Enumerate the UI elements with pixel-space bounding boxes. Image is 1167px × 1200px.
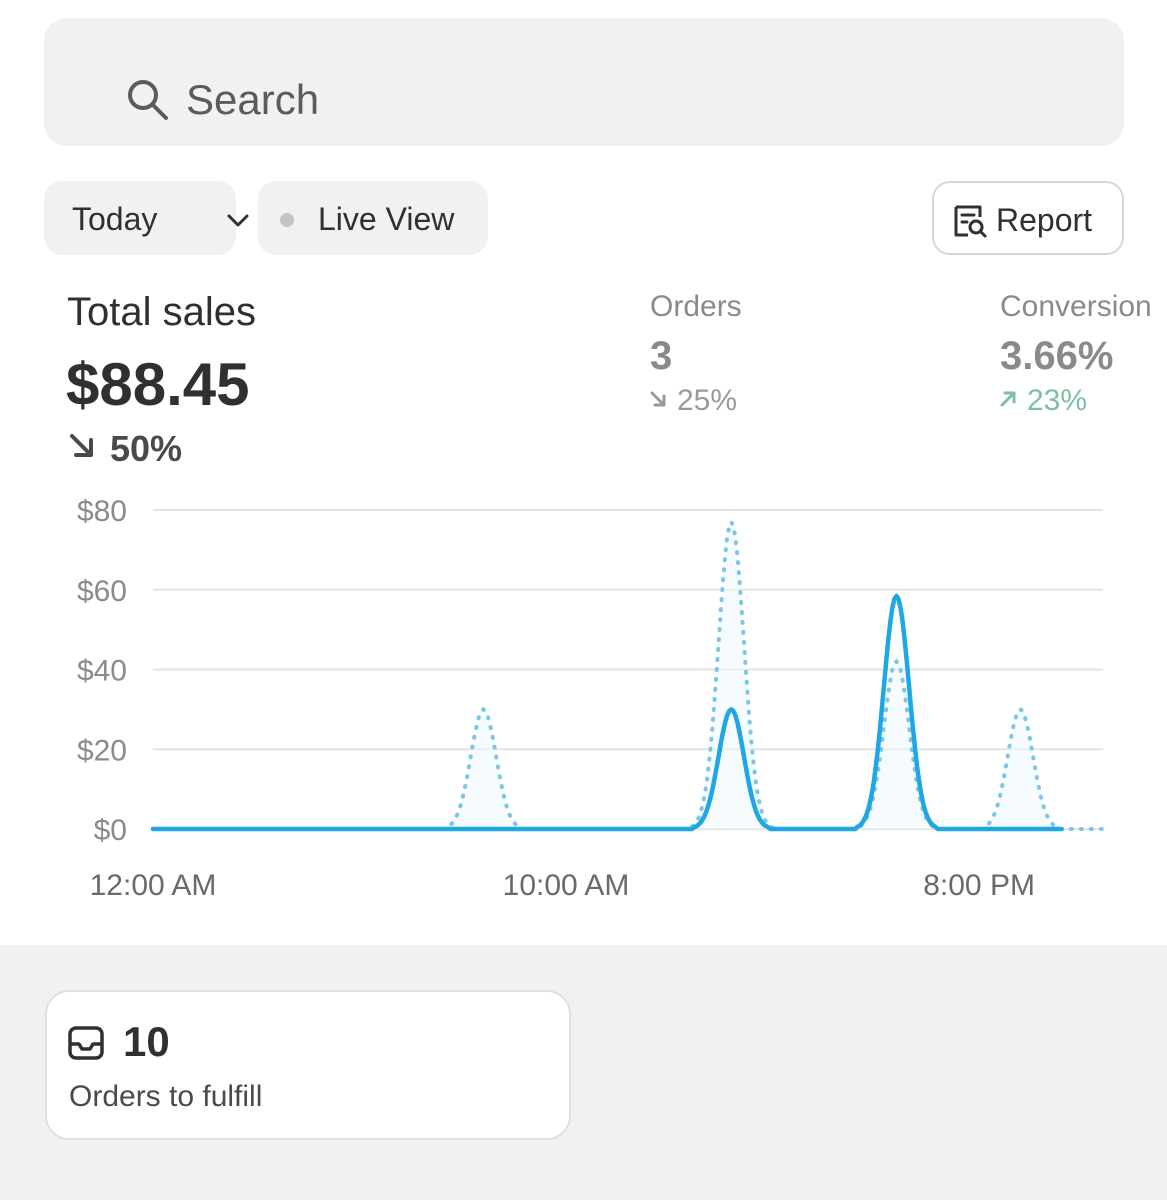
conversion-value: 3.66% [1000,334,1114,378]
conversion-title: Conversion [1000,290,1152,323]
comparison-area [153,522,1103,829]
live-view-button[interactable]: Live View [258,181,488,255]
report-button[interactable]: Report [932,181,1124,255]
arrow-up-right-icon [1000,391,1016,407]
total-sales-change: 50% [110,428,183,469]
date-range-label: Today [72,201,158,237]
search-bar[interactable]: Search [44,18,1124,146]
arrow-down-right-icon [70,434,93,457]
y-tick-label: $0 [94,814,127,847]
search-input[interactable]: Search [186,76,320,123]
orders-to-fulfill-count: 10 [123,1018,170,1065]
x-tick-label: 8:00 PM [923,869,1035,902]
y-tick-label: $60 [77,575,127,608]
report-label: Report [996,202,1093,238]
sales-chart: $0 $20 $40 $60 $80 12:00 AM 10:00 AM 8:00 PM [77,495,1105,902]
orders-title: Orders [650,290,742,323]
sales-series-line [150,593,1064,832]
x-tick-label: 10:00 AM [503,869,630,902]
orders-change: 25% [677,384,738,417]
x-tick-label: 12:00 AM [90,869,217,902]
orders-to-fulfill-label: Orders to fulfill [69,1080,263,1113]
arrow-down-right-icon [650,391,666,407]
chevron-down-icon [227,214,249,227]
orders-value: 3 [650,334,673,378]
inbox-icon [68,1026,104,1060]
total-sales-value: $88.45 [66,351,250,418]
search-icon [128,80,168,120]
report-icon [954,205,987,238]
live-status-dot [280,213,294,227]
total-sales-title: Total sales [67,290,256,334]
conversion-change: 23% [1027,384,1088,417]
orders-to-fulfill-card[interactable]: 10 Orders to fulfill [45,990,571,1140]
live-view-label: Live View [318,201,455,237]
comparison-series-line [151,517,1105,831]
y-tick-label: $80 [77,495,127,528]
date-range-dropdown[interactable]: Today [44,181,249,255]
y-tick-label: $20 [77,734,127,767]
y-tick-label: $40 [77,655,127,688]
